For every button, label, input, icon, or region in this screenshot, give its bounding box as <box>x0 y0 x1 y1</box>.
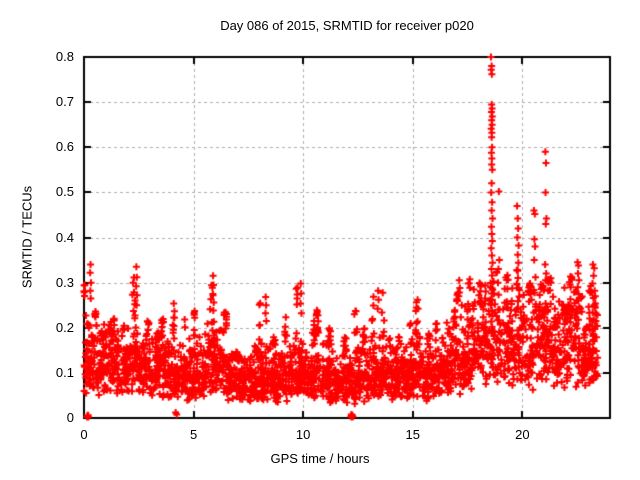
y-tick-label: 0.2 <box>55 319 74 335</box>
x-tick-label: 10 <box>295 427 311 442</box>
y-tick-label: 0.7 <box>55 94 74 110</box>
y-tick-label: 0.5 <box>55 184 74 200</box>
y-tick-label: 0.1 <box>55 364 74 380</box>
y-tick-label: 0.6 <box>55 139 74 155</box>
x-tick-label: 15 <box>405 427 420 442</box>
x-axis-label: GPS time / hours <box>270 451 370 466</box>
y-tick-label: 0.8 <box>55 49 74 64</box>
y-tick-label: 0.3 <box>55 274 74 290</box>
x-tick-label: 5 <box>189 427 198 442</box>
y-tick-label: 0 <box>66 410 74 425</box>
x-tick-label: 20 <box>515 427 530 442</box>
x-tick-label: 0 <box>80 427 88 442</box>
chart-title: Day 086 of 2015, SRMTID for receiver p02… <box>220 18 474 33</box>
y-tick-label: 0.4 <box>55 229 74 245</box>
